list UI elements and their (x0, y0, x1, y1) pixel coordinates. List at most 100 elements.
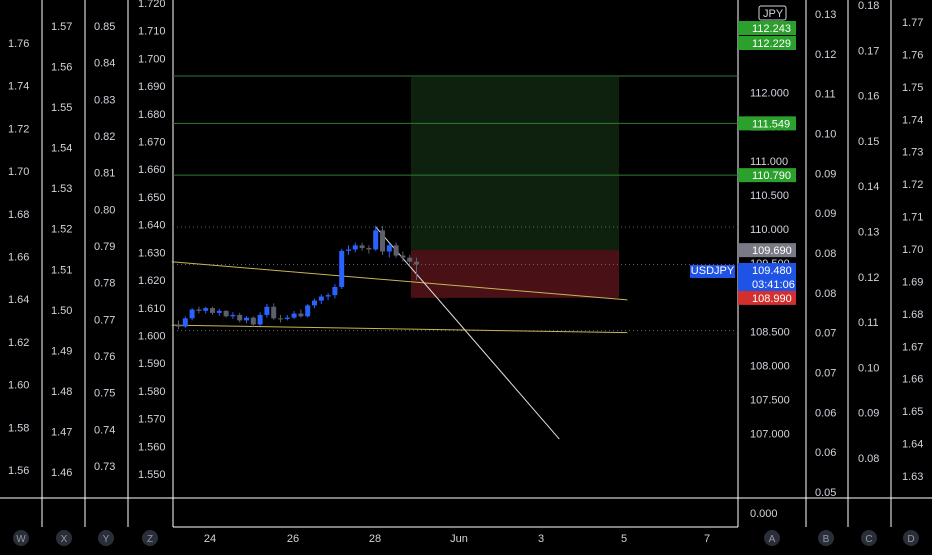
overlay-tick-label: 0.05 (815, 487, 836, 499)
overlay-tick-label: 0.09 (815, 168, 836, 180)
overlay-tick-label: 0.09 (815, 208, 836, 220)
axis-toggle-button[interactable] (13, 530, 29, 546)
axis-toggle-button[interactable] (142, 530, 158, 546)
candle-body (291, 313, 297, 318)
overlay-tick-label: 1.75 (902, 82, 923, 94)
target-zone (411, 76, 619, 251)
time-tick-label: 7 (704, 533, 710, 545)
overlay-tick-label: 0.83 (94, 94, 115, 106)
price-tick-label: 110.500 (750, 190, 789, 202)
axis-toggle-letter: Y (103, 534, 110, 545)
overlay-tick-label: 1.700 (138, 53, 166, 65)
overlay-tick-label: 1.66 (902, 374, 923, 386)
candle-body (182, 318, 188, 327)
candle-body (257, 314, 263, 325)
overlay-tick-label: 1.60 (8, 380, 29, 392)
axis-toggle-button[interactable] (56, 530, 72, 546)
candle-body (250, 317, 256, 325)
axis-toggle-letter: W (16, 534, 26, 545)
price-label-text: 109.690 (752, 245, 792, 257)
candle-body (189, 309, 195, 319)
overlay-tick-label: 1.66 (8, 252, 29, 264)
overlay-tick-label: 1.48 (51, 386, 72, 398)
overlay-tick-label: 1.68 (902, 309, 923, 321)
time-tick-label: 5 (621, 533, 627, 545)
overlay-tick-label: 1.720 (138, 0, 166, 10)
last-price-text: 109.480 (752, 265, 792, 277)
overlay-tick-label: 0.77 (94, 314, 115, 326)
candle-body (373, 230, 379, 250)
price-tick-label: 110.000 (750, 224, 789, 236)
axis-toggle-letter: D (907, 534, 914, 545)
overlay-tick-label: 1.670 (138, 137, 166, 149)
overlay-tick-label: 0.73 (94, 461, 115, 473)
price-label-text: 110.790 (752, 170, 791, 182)
price-tick-label: 112.000 (750, 88, 789, 100)
overlay-tick-label: 1.70 (8, 166, 29, 178)
axis-toggle-letter: B (823, 534, 830, 545)
axis-toggle-button[interactable] (818, 530, 834, 546)
axis-toggle-button[interactable] (861, 530, 877, 546)
candle-body (223, 310, 229, 317)
candle-body (325, 295, 331, 297)
overlay-tick-label: 1.74 (902, 114, 923, 126)
overlay-tick-label: 0.79 (94, 241, 115, 253)
candle-body (230, 314, 236, 317)
overlay-tick-label: 1.55 (51, 102, 72, 114)
overlay-tick-label: 0.18 (858, 0, 879, 12)
time-tick-label: 3 (538, 533, 544, 545)
overlay-tick-label: 0.09 (858, 408, 879, 420)
overlay-tick-label: 0.80 (94, 204, 115, 216)
trendlines[interactable] (171, 226, 628, 440)
axis-toggle-letter: X (61, 534, 68, 545)
candle-body (339, 250, 345, 287)
candle-body (278, 318, 283, 320)
overlay-tick-label: 0.75 (94, 388, 115, 400)
overlay-tick-label: 0.84 (94, 58, 115, 70)
overlay-tick-label: 0.12 (815, 49, 836, 61)
overlay-tick-label: 1.73 (902, 147, 923, 159)
stop-zone (411, 250, 619, 298)
sub-pane-value: 0.000 (750, 508, 778, 520)
time-tick-label: 24 (204, 533, 216, 545)
price-label-badge (738, 116, 796, 131)
candle-body (203, 308, 209, 311)
overlay-tick-label: 0.82 (94, 131, 115, 143)
currency-label: JPY (763, 8, 784, 20)
price-tick-label: 108.500 (750, 326, 790, 338)
axis-toggle-button[interactable] (98, 530, 114, 546)
candle-body (284, 317, 290, 320)
overlay-tick-label: 0.17 (858, 45, 879, 57)
price-label-text: 112.243 (752, 23, 791, 35)
axis-toggle-button[interactable] (764, 530, 780, 546)
overlay-tick-label: 0.08 (815, 288, 836, 300)
overlay-tick-label: 1.600 (138, 330, 166, 342)
candle-body (332, 286, 338, 296)
time-tick-label: 26 (287, 533, 299, 545)
overlay-tick-label: 1.660 (138, 164, 166, 176)
last-price-badge (738, 263, 796, 291)
overlay-tick-label: 0.10 (815, 129, 836, 141)
candle-body (237, 314, 243, 321)
candle-body (318, 296, 324, 301)
overlay-tick-label: 1.630 (138, 247, 166, 259)
candle-body (414, 261, 419, 265)
overlay-tick-label: 1.47 (51, 426, 72, 438)
overlay-tick-label: 1.550 (138, 469, 166, 481)
overlay-tick-label: 1.72 (902, 179, 923, 191)
overlay-tick-label: 0.13 (815, 9, 836, 21)
overlay-tick-label: 1.67 (902, 341, 923, 353)
candle-body (210, 308, 215, 313)
axis-toggle-button[interactable] (903, 530, 919, 546)
candle-body (244, 317, 249, 321)
overlay-tick-label: 1.71 (902, 212, 923, 224)
overlay-tick-label: 0.76 (94, 351, 115, 363)
symbol-badge[interactable]: USDJPY (690, 265, 735, 278)
candle-body (359, 245, 365, 249)
overlay-tick-label: 0.14 (858, 181, 879, 193)
overlay-tick-label: 1.710 (138, 26, 166, 38)
countdown-text: 03:41:06 (752, 279, 795, 291)
overlay-tick-label: 1.76 (8, 38, 29, 50)
